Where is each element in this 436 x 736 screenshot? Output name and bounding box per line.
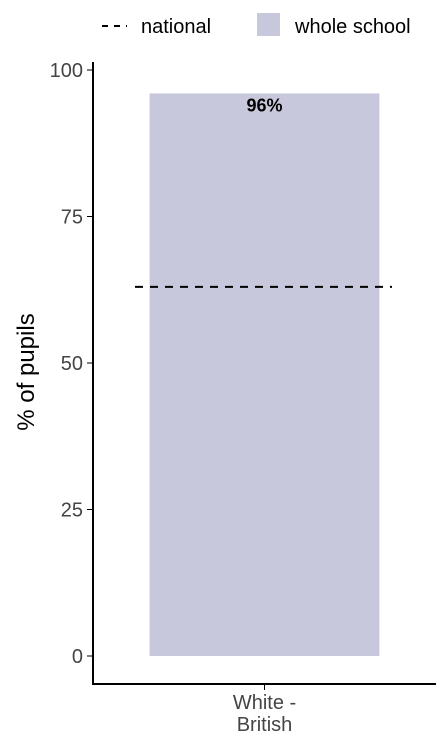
bars: [149, 93, 380, 656]
y-tick-label: 50: [61, 353, 83, 375]
legend-whole-school-label: whole school: [294, 16, 411, 38]
y-axis-title: % of pupils: [13, 313, 40, 430]
legend-whole-school-swatch: [257, 13, 280, 36]
legend: national whole school: [102, 13, 411, 38]
y-tick-label: 75: [61, 207, 83, 229]
data-labels: 96%: [246, 95, 282, 115]
y-tick-label: 25: [61, 500, 83, 522]
x-ticks: White -British: [233, 684, 296, 736]
legend-national-label: national: [141, 16, 211, 38]
y-ticks: 0 25 50 75 100: [50, 60, 93, 668]
x-tick-label: White -: [233, 692, 296, 714]
bar-data-label: 96%: [246, 95, 282, 115]
x-tick-label: British: [237, 714, 293, 736]
y-tick-label: 100: [50, 60, 83, 82]
y-tick-label: 0: [72, 646, 83, 668]
bar-white-british: [149, 93, 380, 656]
